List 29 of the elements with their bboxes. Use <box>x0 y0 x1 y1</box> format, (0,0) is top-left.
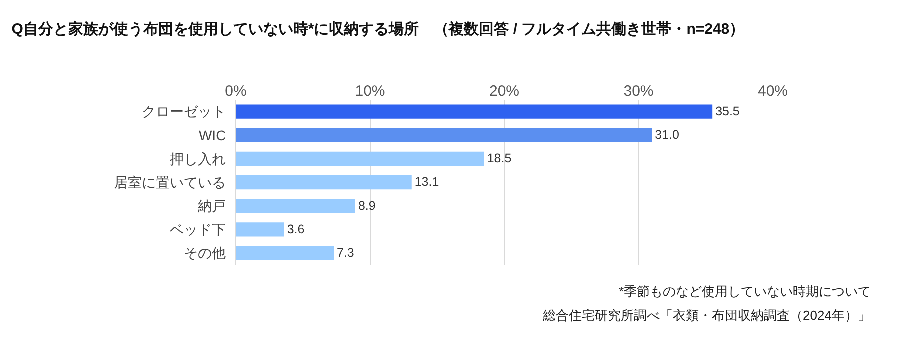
data-label: 3.6 <box>287 222 305 236</box>
data-label: 35.5 <box>716 104 740 119</box>
x-tick-label: 30% <box>624 83 654 100</box>
bar <box>236 199 356 214</box>
data-label: 8.9 <box>358 198 376 213</box>
y-tick-label: その他 <box>184 245 226 262</box>
bar <box>236 128 652 142</box>
x-tick-label: 10% <box>355 83 386 100</box>
y-tick-label: WIC <box>198 127 226 144</box>
x-tick-label: 0% <box>225 83 247 100</box>
chart-title: Q自分と家族が使う布団を使用していない時*に収納する場所 （複数回答 / フルタイム共働き世帯・n=248） <box>12 20 745 38</box>
data-label: 31.0 <box>655 128 680 142</box>
y-tick-label: 居室に置いている <box>114 174 226 190</box>
y-tick-label: 納戸 <box>198 198 226 214</box>
y-tick-label: クローゼット <box>142 104 226 120</box>
y-tick-label: ベッド下 <box>170 222 226 238</box>
bar <box>236 246 334 260</box>
data-label: 18.5 <box>487 152 512 166</box>
x-tick-label: 40% <box>758 83 788 100</box>
x-tick-label: 20% <box>489 83 520 100</box>
bar <box>236 152 484 166</box>
text: *季節ものなど使用していない時期について <box>619 284 872 299</box>
data-label: 7.3 <box>337 246 354 260</box>
bar <box>236 175 412 190</box>
bar <box>236 222 284 237</box>
y-tick-label: 押し入れ <box>170 150 226 167</box>
bar <box>236 104 713 119</box>
data-label: 13.1 <box>414 175 440 190</box>
text: 総合住宅研究所調べ「衣類・布団収納調査（2024年）」 <box>542 308 871 323</box>
